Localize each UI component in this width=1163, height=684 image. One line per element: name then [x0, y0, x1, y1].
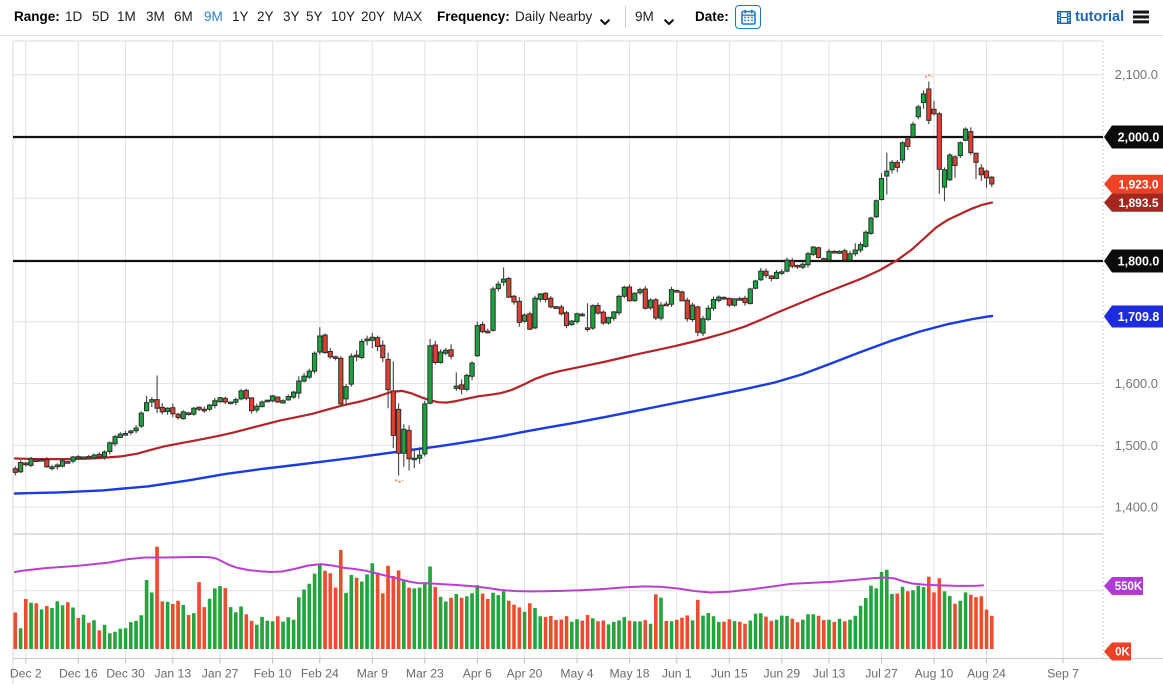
svg-text:1,893.5: 1,893.5 [1118, 196, 1158, 210]
svg-text:1,400.0: 1,400.0 [1115, 500, 1158, 515]
svg-text:May 18: May 18 [610, 667, 650, 681]
svg-text:1,600.0: 1,600.0 [1115, 376, 1158, 391]
svg-text:Jul 27: Jul 27 [865, 667, 898, 681]
svg-text:Apr 20: Apr 20 [507, 667, 543, 681]
svg-text:1,709.8: 1,709.8 [1118, 310, 1160, 324]
svg-text:Dec 16: Dec 16 [59, 667, 98, 681]
svg-text:Jan 13: Jan 13 [155, 667, 192, 681]
svg-text:Jun 15: Jun 15 [711, 667, 748, 681]
svg-text:1,923.0: 1,923.0 [1118, 177, 1158, 191]
svg-text:Jun 1: Jun 1 [662, 667, 692, 681]
svg-text:Dec 30: Dec 30 [106, 667, 145, 681]
svg-text:Mar 23: Mar 23 [406, 667, 444, 681]
svg-text:550K: 550K [1115, 581, 1143, 593]
svg-text:Aug 24: Aug 24 [967, 667, 1006, 681]
svg-text:May 4: May 4 [560, 667, 593, 681]
svg-text:Mar 9: Mar 9 [357, 667, 388, 681]
svg-text:1,500.0: 1,500.0 [1115, 438, 1158, 453]
svg-text:Dec 2: Dec 2 [10, 667, 42, 681]
svg-text:Jul 13: Jul 13 [813, 667, 846, 681]
svg-text:Feb 10: Feb 10 [254, 667, 292, 681]
svg-text:Feb 24: Feb 24 [301, 667, 339, 681]
svg-text:2,100.0: 2,100.0 [1115, 67, 1158, 82]
svg-text:0K: 0K [1115, 647, 1130, 659]
svg-text:1,800.0: 1,800.0 [1118, 255, 1160, 269]
svg-text:Apr 6: Apr 6 [463, 667, 492, 681]
svg-text:Jun 29: Jun 29 [764, 667, 801, 681]
svg-text:2,000.0: 2,000.0 [1118, 131, 1160, 145]
svg-text:Sep 7: Sep 7 [1047, 667, 1079, 681]
svg-text:Jan 27: Jan 27 [202, 667, 239, 681]
svg-text:Aug 10: Aug 10 [915, 667, 954, 681]
